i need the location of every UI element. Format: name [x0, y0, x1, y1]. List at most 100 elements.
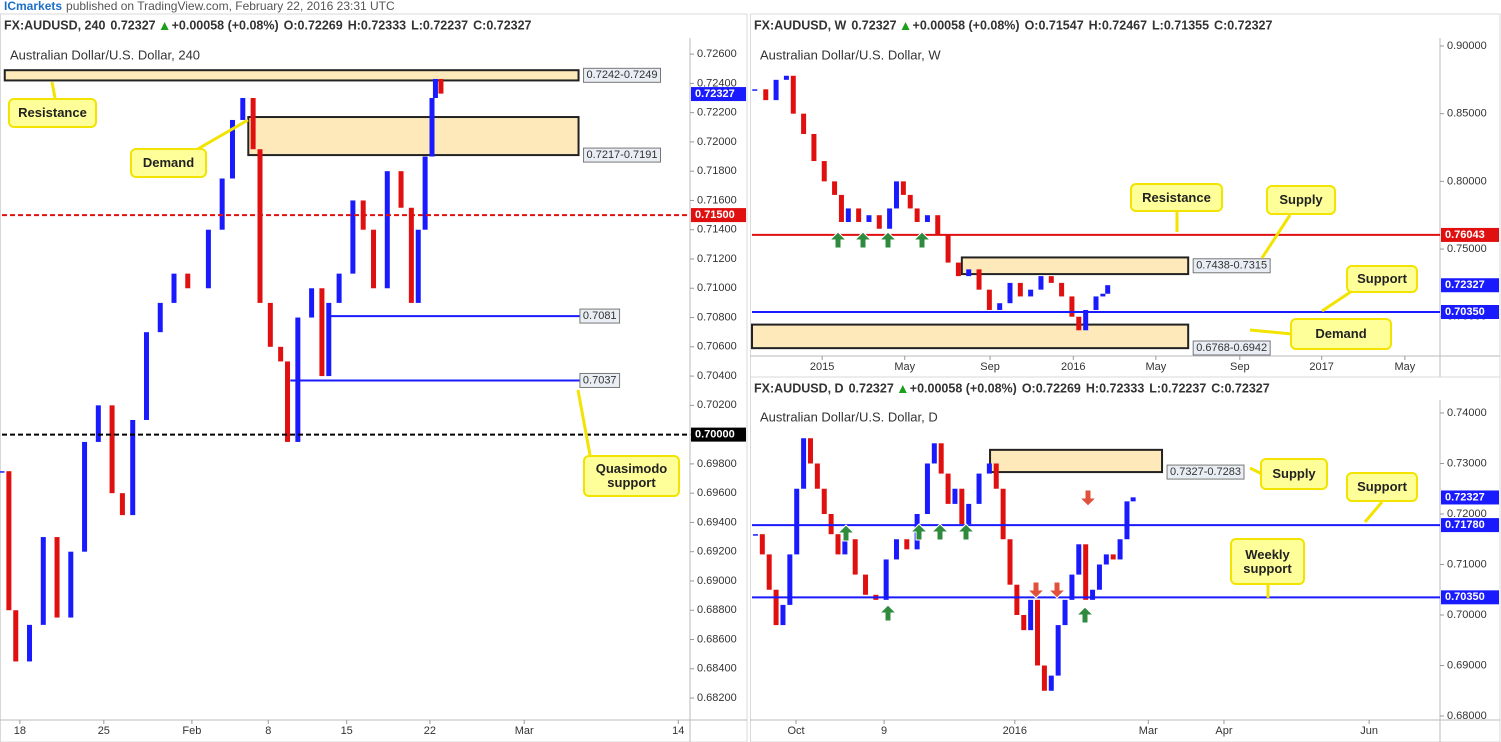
y-tick-label: 0.71400: [697, 224, 737, 236]
candle: [1100, 293, 1106, 297]
candle: [752, 89, 758, 91]
chart-title: Australian Dollar/U.S. Dollar, 240: [10, 47, 200, 62]
x-tick-label: May: [1395, 361, 1416, 373]
y-tick-label: 0.69000: [1447, 659, 1487, 671]
ohlc-value: 0.72333: [361, 18, 406, 32]
y-tick-label: 0.70800: [697, 311, 737, 323]
candle: [914, 208, 920, 222]
candle: [326, 302, 332, 377]
x-tick-label: Feb: [182, 725, 201, 737]
candle: [763, 89, 769, 101]
candle: [1083, 544, 1089, 600]
zone: [751, 323, 1190, 350]
y-tick-label: 0.71600: [697, 194, 737, 206]
price-tag-label: 0.70000: [695, 429, 735, 441]
ohlc-value: 0.72467: [1102, 18, 1147, 32]
candle: [838, 194, 844, 222]
published: published on TradingView.com, February 2…: [66, 0, 395, 13]
ohlc-key: L:: [411, 18, 423, 32]
up-arrow: [836, 524, 856, 542]
x-tick-label: Sep: [1230, 361, 1250, 373]
candle: [828, 513, 834, 535]
candle: [986, 463, 992, 474]
price-tag: [1441, 518, 1499, 533]
price-tag: [691, 427, 746, 442]
candle: [1048, 675, 1054, 691]
y-tick-label: 0.68400: [697, 663, 737, 675]
price-tag: [1441, 305, 1499, 320]
change: +0.00058 (+0.08%): [172, 18, 279, 32]
ohlc-key: O:: [284, 18, 298, 32]
candle: [1069, 574, 1075, 600]
last-price: 0.72327: [110, 18, 155, 32]
up-arrow: [853, 231, 873, 249]
candle: [814, 463, 820, 489]
candle: [157, 302, 163, 333]
candle: [278, 346, 284, 362]
callout-pointer: [50, 81, 57, 99]
zone-label-box: [583, 147, 661, 163]
x-tick-label: 25: [98, 725, 110, 737]
up-arrow: [912, 231, 932, 249]
y-tick-label: 0.85000: [1447, 108, 1487, 120]
candle: [130, 419, 136, 516]
last-price-tag: [691, 87, 746, 102]
y-tick-label: 0.70200: [697, 399, 737, 411]
x-tick-label: Sep: [980, 361, 1000, 373]
candle: [119, 493, 125, 516]
candle: [1093, 296, 1099, 310]
brand: ICmarkets: [4, 0, 62, 13]
x-tick-label: 2016: [1003, 725, 1027, 737]
candle: [907, 194, 913, 209]
candle: [143, 332, 149, 420]
y-tick-label: 0.72400: [697, 77, 737, 89]
callout-pointer: [1321, 289, 1353, 313]
price-tag-label: 0.76043: [1445, 229, 1485, 241]
candle: [966, 269, 972, 277]
candle: [1083, 309, 1089, 331]
line-label-box: [579, 308, 621, 324]
candle: [852, 539, 858, 575]
last-price-tag-label: 0.72327: [1445, 279, 1485, 291]
candle: [783, 75, 789, 80]
callout: Demand: [130, 148, 207, 178]
candle: [945, 473, 951, 504]
candle: [900, 181, 906, 195]
candle: [1000, 488, 1006, 540]
candle: [866, 215, 872, 222]
last-price: 0.72327: [849, 381, 894, 395]
candle: [1130, 497, 1136, 502]
price-tag-label: 0.70350: [1445, 306, 1485, 318]
candle: [1048, 276, 1054, 283]
ohlc-value: 0.72269: [1036, 381, 1081, 395]
callout-pointer: [576, 389, 592, 456]
line-label: 0.7081: [583, 310, 617, 322]
candle: [1110, 554, 1116, 560]
callout-pointer: [1249, 328, 1293, 336]
candle: [319, 288, 325, 377]
callout: Support: [1346, 472, 1418, 502]
candle: [876, 215, 882, 229]
candle: [959, 488, 965, 525]
x-tick-label: Mar: [515, 725, 534, 737]
chart-title: Australian Dollar/U.S. Dollar, W: [760, 47, 941, 62]
y-tick-label: 0.68600: [697, 633, 737, 645]
candle: [924, 215, 930, 222]
ohlc-key: C:: [1211, 381, 1224, 395]
ohlc-key: L:: [1149, 381, 1161, 395]
up-arrow: [828, 231, 848, 249]
candle: [893, 181, 899, 209]
y-tick-label: 0.71000: [1447, 558, 1487, 570]
up-arrow: [909, 523, 929, 541]
candle: [1038, 276, 1044, 290]
up-triangle: [901, 22, 910, 30]
line-label-box: [579, 372, 621, 388]
y-tick-label: 0.68800: [697, 604, 737, 616]
zone-label: 0.7217-0.7191: [587, 149, 658, 161]
candle: [924, 463, 930, 514]
candle: [1017, 282, 1023, 297]
ohlc-value: 0.72333: [1099, 381, 1144, 395]
y-tick-label: 0.72600: [697, 48, 737, 60]
